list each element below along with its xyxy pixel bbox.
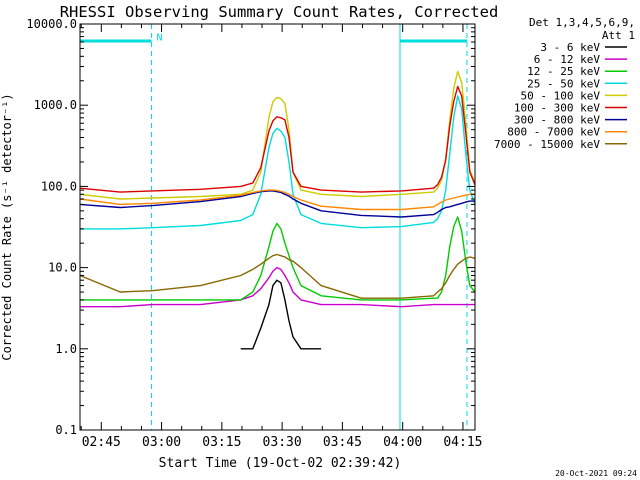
- chart-title: RHESSI Observing Summary Count Rates, Co…: [60, 3, 499, 21]
- plot-frame: [79, 23, 476, 431]
- y-tick-label-2: 10.0: [48, 261, 77, 275]
- y-tick-label-3: 100.0: [41, 179, 77, 193]
- series-line-0: [240, 279, 322, 350]
- series-line-6: [79, 190, 475, 218]
- annotation-n: N: [157, 33, 163, 44]
- time-markers: [79, 24, 468, 430]
- x-tick-label-2: 03:15: [202, 435, 241, 450]
- y-axis-label: Corrected Count Rate (s⁻¹ detector⁻¹): [0, 93, 14, 360]
- x-tick-label-4: 03:45: [323, 435, 362, 450]
- series-lines: [79, 70, 476, 350]
- legend-label-7: 800 - 7000 keV: [507, 126, 600, 139]
- series-line-7: [79, 189, 475, 211]
- series-line-1: [80, 266, 475, 308]
- x-tick-label-5: 04:00: [383, 435, 422, 450]
- legend-label-5: 100 - 300 keV: [514, 102, 600, 115]
- legend-label-1: 6 - 12 keV: [534, 53, 601, 66]
- y-axis: 0.1 1.0 10.0 100.0 1000.0 10000.0: [26, 17, 475, 437]
- x-tick-label-6: 04:15: [443, 435, 482, 450]
- legend-label-0: 3 - 6 keV: [540, 41, 600, 54]
- y-tick-label-1: 1.0: [55, 342, 77, 356]
- x-tick-label-0: 02:45: [82, 435, 121, 450]
- x-axis: 02:45 03:00 03:15 03:30 03:45 04:00 04:15: [80, 24, 483, 450]
- series-line-8: [79, 253, 476, 299]
- y-tick-label-5: 10000.0: [26, 17, 77, 31]
- series-line-4: [79, 70, 476, 200]
- series-line-5: [79, 85, 476, 193]
- timestamp: 20-Oct-2021 09:24: [555, 469, 637, 478]
- x-axis-label: Start Time (19-Oct-02 02:39:42): [159, 456, 402, 471]
- legend-header-attenuator: Att 1: [602, 29, 635, 42]
- legend-label-8: 7000 - 15000 keV: [494, 138, 600, 151]
- legend-label-2: 12 - 25 keV: [527, 65, 600, 78]
- legend-label-6: 300 - 800 keV: [514, 114, 600, 127]
- series-line-3: [80, 95, 476, 230]
- series-line-2: [80, 216, 476, 301]
- legend-label-3: 25 - 50 keV: [527, 77, 600, 90]
- legend-label-4: 50 - 100 keV: [521, 89, 601, 102]
- y-tick-label-4: 1000.0: [34, 98, 77, 112]
- y-tick-label-0: 0.1: [55, 423, 77, 437]
- legend-header-detectors: Det 1,3,4,5,6,9,: [529, 16, 635, 29]
- x-tick-label-3: 03:30: [263, 435, 302, 450]
- x-tick-label-1: 03:00: [142, 435, 181, 450]
